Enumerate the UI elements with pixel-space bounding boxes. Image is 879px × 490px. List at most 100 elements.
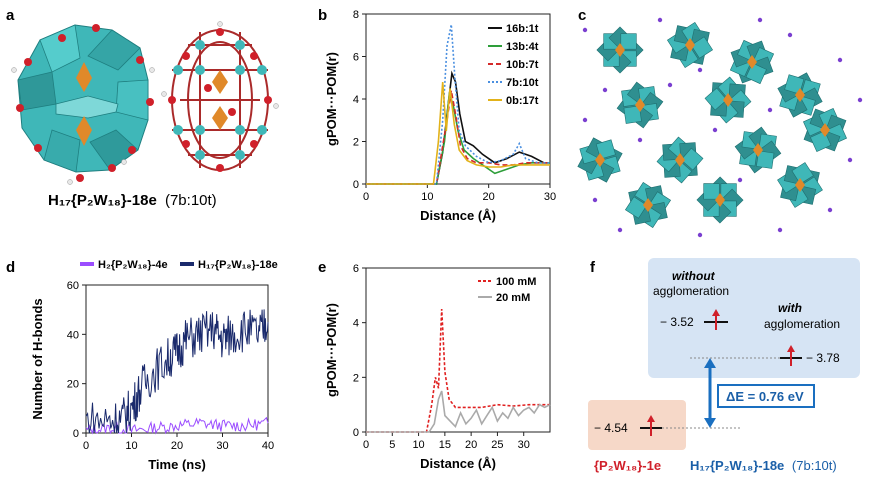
panel-e: e 0 5 10 15 20 25 30 0 2 4 6 Distance (Å) gPOM···POM… <box>318 259 551 471</box>
legend-label-4: 0b:17t <box>506 95 539 107</box>
x-tick-label: 20 <box>171 440 183 452</box>
y-tick-label: 2 <box>353 372 359 384</box>
plot-frame <box>85 284 269 434</box>
panel-label-b: b <box>318 7 327 24</box>
atoms <box>161 21 279 172</box>
legend-label-0: 16b:1t <box>506 23 539 35</box>
pom-cluster <box>624 181 672 229</box>
x-tick-label: 15 <box>439 439 451 451</box>
y-axis-label: gPOM···POM(r) <box>324 303 339 397</box>
cation-dot <box>697 67 703 73</box>
ball-and-stick-structure-image <box>171 29 269 171</box>
cation-dot <box>827 207 833 213</box>
cation-dot <box>777 227 783 233</box>
cation-dot <box>592 197 598 203</box>
y-tick-label: 0 <box>353 427 359 439</box>
x-tick-label: 30 <box>544 191 556 203</box>
energy-with: − 3.78 <box>806 351 840 365</box>
y-tick-label: 2 <box>353 137 359 149</box>
agglomeration-box <box>648 258 860 378</box>
without-label: without <box>672 269 716 283</box>
y-axis-label: Number of H-bonds <box>30 298 45 419</box>
series-line-4 <box>366 81 550 185</box>
legend-label-1: 13b:4t <box>506 41 539 53</box>
x-axis-label: Distance (Å) <box>420 456 496 471</box>
series-line-1 <box>85 309 269 434</box>
legend-label-0: 100 mM <box>496 276 536 288</box>
panel-a-caption-note: (7b:10t) <box>165 192 217 209</box>
energy-without: − 3.52 <box>660 315 694 329</box>
cation-dot <box>857 97 863 103</box>
y-tick-label: 20 <box>67 379 79 391</box>
agglomerated-pom-label: H₁₇{P₂W₁₈}-18e (7b:10t) <box>690 458 837 473</box>
legend-label-0: H₂{P₂W₁₈}-4e <box>98 259 168 271</box>
cation-dot <box>737 177 743 183</box>
legend-label-3: 7b:10t <box>506 77 539 89</box>
x-tick-label: 10 <box>125 440 137 452</box>
panel-a-caption-main: H₁₇{P₂W₁₈}-18e <box>48 192 157 209</box>
panel-c: c <box>577 7 863 238</box>
pom-cluster <box>734 126 782 174</box>
x-tick-label: 20 <box>465 439 477 451</box>
pom-cluster <box>656 136 704 184</box>
series-line-3 <box>366 24 550 185</box>
cation-dot <box>637 137 643 143</box>
panel-label-d: d <box>6 259 15 276</box>
pom-cluster <box>777 72 823 118</box>
panel-label-e: e <box>318 259 326 276</box>
cation-dot <box>657 17 663 23</box>
panel-a-caption: H₁₇{P₂W₁₈}-18e (7b:10t) <box>48 192 217 209</box>
energy-bare: − 4.54 <box>594 421 628 435</box>
x-tick-label: 5 <box>389 439 395 451</box>
y-tick-label: 8 <box>353 9 359 21</box>
y-tick-label: 40 <box>67 329 79 341</box>
x-axis-label: Distance (Å) <box>420 208 496 223</box>
y-tick-label: 6 <box>353 52 359 64</box>
pom-cluster <box>577 137 623 183</box>
x-tick-label: 20 <box>483 191 495 203</box>
chart-b: 0 10 20 30 0 2 4 6 8 Distance (Å) gPOM···POM(r) 16b… <box>324 9 556 223</box>
cation-dot <box>582 27 588 33</box>
polyhedral-structure-image <box>11 24 155 185</box>
pom-cluster <box>704 76 752 124</box>
agglomerated-pom-label-main: H₁₇{P₂W₁₈}-18e <box>690 458 784 473</box>
cation-dot <box>837 57 843 63</box>
x-tick-label: 40 <box>262 440 274 452</box>
cation-dot <box>767 107 773 113</box>
with-label-2: agglomeration <box>764 317 840 331</box>
panel-b: b 0 10 20 30 0 2 4 6 8 Distance (Å) gPOM···POM(r) 1… <box>318 7 556 223</box>
series-line-2 <box>366 90 550 185</box>
delta-e-label: ΔE = 0.76 eV <box>726 389 804 404</box>
x-axis-label: Time (ns) <box>148 457 206 472</box>
cation-dot <box>582 117 588 123</box>
delta-e-box <box>717 384 815 408</box>
without-label-2: agglomeration <box>653 284 729 298</box>
panel-f: f without agglomeration with agglomerati… <box>588 258 860 473</box>
pom-cluster <box>596 26 644 74</box>
cation-dot <box>847 157 853 163</box>
series-line-0 <box>366 308 550 433</box>
bare-pom-label: {P₂W₁₈}-1e <box>594 458 661 473</box>
panel-label-a: a <box>6 7 15 24</box>
y-tick-label: 6 <box>353 263 359 275</box>
cation-dot <box>787 32 793 38</box>
cation-dot <box>757 17 763 23</box>
pom-cluster <box>777 162 823 208</box>
panel-d: d 0 10 20 30 40 0 20 40 60 Time (ns) Number of H-b… <box>6 259 278 472</box>
y-tick-label: 4 <box>353 94 359 106</box>
series-line-1 <box>366 390 551 433</box>
bare-pom-box <box>588 400 686 450</box>
x-tick-label: 30 <box>518 439 530 451</box>
with-label: with <box>778 301 802 315</box>
panel-label-c: c <box>578 7 586 24</box>
x-tick-label: 0 <box>83 440 89 452</box>
panel-a: a <box>6 7 279 209</box>
agglomerated-pom-label-note: (7b:10t) <box>792 458 837 473</box>
x-tick-label: 25 <box>491 439 503 451</box>
agglomerated-pom-snapshot <box>577 17 863 238</box>
pom-cluster <box>729 39 775 85</box>
cation-dot <box>617 227 623 233</box>
cation-dot <box>697 232 703 238</box>
pom-cluster <box>696 176 744 224</box>
chart-e: 0 5 10 15 20 25 30 0 2 4 6 Distance (Å) gPOM···POM(r… <box>324 263 551 471</box>
